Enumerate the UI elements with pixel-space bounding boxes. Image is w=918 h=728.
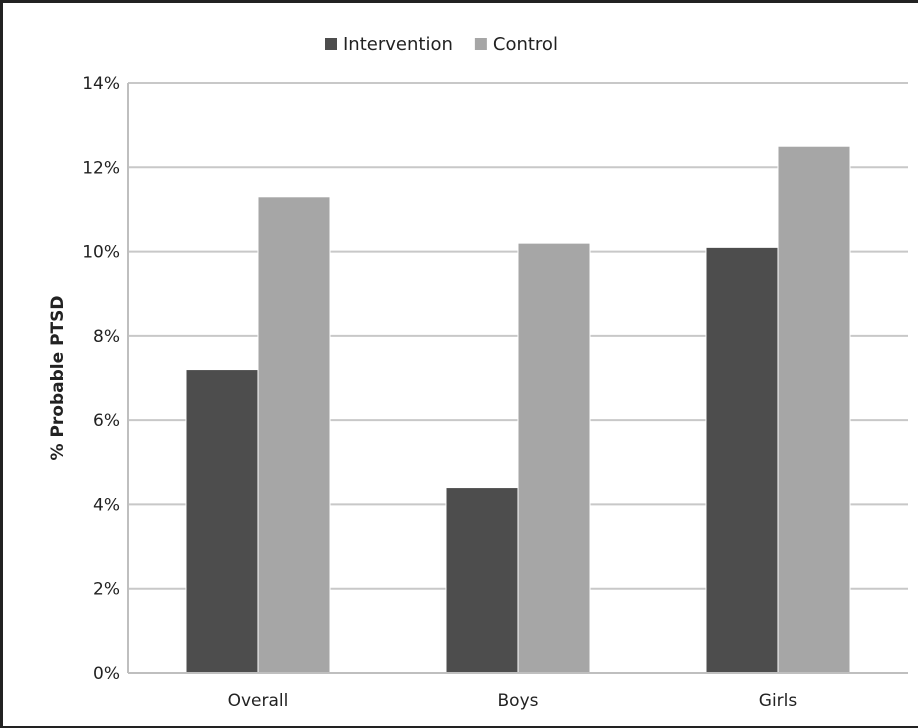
- bar-control-overall: [257, 196, 331, 674]
- bar-intervention-overall: [185, 369, 259, 674]
- legend-swatch-intervention: [325, 38, 337, 50]
- y-tick-labels: 0% 2% 4% 6% 8% 10% 12% 14%: [82, 74, 120, 684]
- legend-label-control: Control: [493, 34, 558, 55]
- y-axis-title: % Probable PTSD: [48, 296, 68, 461]
- y-tick-label: 14%: [82, 74, 120, 94]
- bar-chart: 0% 2% 4% 6% 8% 10% 12% 14% Overall Boys Girls % P…: [48, 34, 908, 711]
- legend-swatch-control: [474, 38, 487, 50]
- bar-intervention-girls: [705, 246, 779, 674]
- bar-control-girls: [777, 145, 851, 674]
- y-tick-label: 0%: [93, 664, 120, 684]
- axes: [127, 83, 908, 674]
- x-tick-labels: Overall Boys Girls: [228, 691, 798, 711]
- x-tick-label: Boys: [498, 691, 539, 711]
- y-tick-label: 6%: [93, 411, 120, 431]
- y-tick-label: 4%: [93, 495, 120, 515]
- y-tick-label: 8%: [93, 327, 120, 347]
- legend: Intervention Control: [325, 34, 558, 55]
- y-tick-label: 10%: [82, 243, 120, 263]
- x-tick-label: Overall: [228, 691, 289, 711]
- y-tick-label: 2%: [93, 580, 120, 600]
- bars: [185, 145, 851, 674]
- legend-label-intervention: Intervention: [343, 34, 453, 55]
- x-tick-label: Girls: [759, 691, 798, 711]
- bar-control-boys: [517, 242, 591, 674]
- bar-intervention-boys: [445, 487, 519, 674]
- y-tick-label: 12%: [82, 158, 120, 178]
